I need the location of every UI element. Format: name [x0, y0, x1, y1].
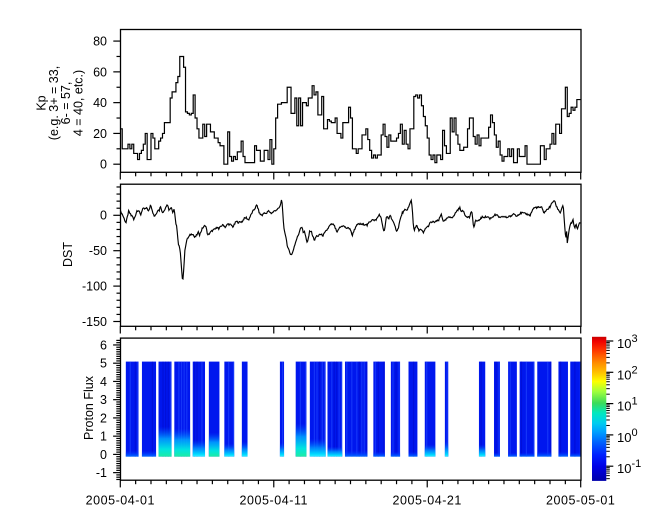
- svg-text:2005-05-01: 2005-05-01: [546, 493, 615, 507]
- svg-text:4 = 40, etc.): 4 = 40, etc.): [71, 70, 85, 136]
- svg-text:60: 60: [93, 65, 107, 79]
- svg-text:2005-04-21: 2005-04-21: [392, 493, 461, 507]
- svg-text:1: 1: [100, 430, 107, 444]
- svg-text:40: 40: [93, 96, 107, 110]
- svg-text:2005-04-01: 2005-04-01: [86, 493, 155, 507]
- svg-text:Proton Flux: Proton Flux: [82, 375, 96, 440]
- svg-text:Kp: Kp: [35, 95, 49, 110]
- svg-text:2005-04-11: 2005-04-11: [240, 493, 309, 507]
- svg-text:2: 2: [100, 411, 107, 425]
- svg-text:DST: DST: [61, 242, 75, 267]
- svg-text:5: 5: [100, 357, 107, 371]
- svg-text:3: 3: [100, 393, 107, 407]
- svg-text:0: 0: [100, 158, 107, 172]
- svg-text:80: 80: [93, 35, 107, 49]
- svg-text:-100: -100: [82, 280, 107, 294]
- svg-text:(e.g. 3+ = 33,: (e.g. 3+ = 33,: [47, 66, 61, 140]
- svg-text:-1: -1: [96, 466, 107, 480]
- svg-text:0: 0: [100, 448, 107, 462]
- svg-text:20: 20: [93, 127, 107, 141]
- svg-text:-150: -150: [82, 315, 107, 329]
- svg-text:-50: -50: [89, 244, 107, 258]
- svg-text:0: 0: [100, 209, 107, 223]
- svg-text:6: 6: [100, 338, 107, 352]
- svg-text:6- = 57,: 6- = 57,: [59, 82, 73, 125]
- svg-text:4: 4: [100, 375, 107, 389]
